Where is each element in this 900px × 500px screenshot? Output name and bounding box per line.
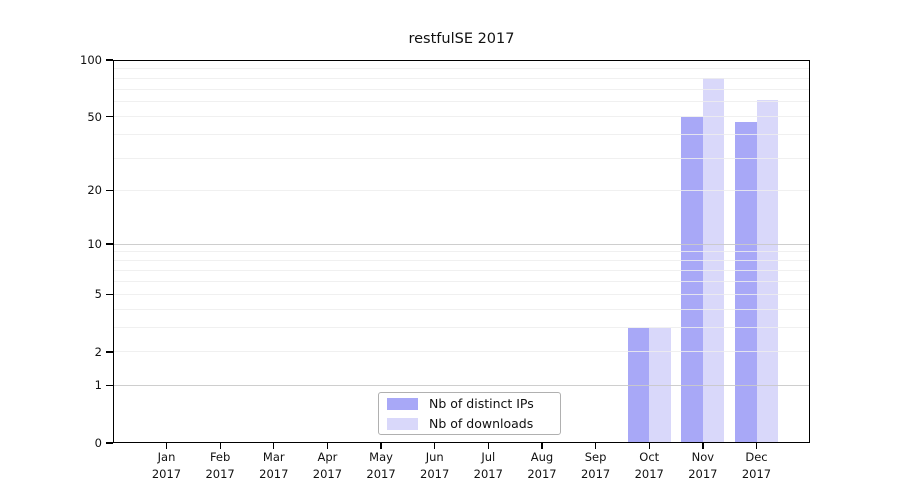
legend-entry-downloads: Nb of downloads <box>379 415 560 432</box>
y-tick-label-0: 0 <box>94 436 102 450</box>
legend-swatch-downloads <box>387 417 418 430</box>
x-tick-mark-feb <box>219 443 221 449</box>
x-tick-year: 2017 <box>259 466 289 481</box>
gridline-minor-9 <box>114 251 809 253</box>
y-tick-mark-20 <box>106 189 113 192</box>
gridline-minor-8 <box>114 260 809 262</box>
x-tick-month: Nov <box>691 450 715 464</box>
x-tick-month: Apr <box>317 450 338 464</box>
x-tick-label-aug: Aug 2017 <box>514 449 570 482</box>
x-tick-month: Feb <box>209 450 231 464</box>
legend-entry-distinct-ips: Nb of distinct IPs <box>379 395 560 412</box>
x-tick-year: 2017 <box>580 466 611 481</box>
y-tick-mark-1 <box>106 384 113 387</box>
gridline-major-10 <box>114 243 809 245</box>
x-tick-mark-oct <box>648 443 650 449</box>
x-tick-month: Oct <box>639 450 660 464</box>
x-tick-month: Jun <box>425 450 444 464</box>
x-tick-mark-jan <box>165 443 168 449</box>
y-tick-label-2: 2 <box>94 344 102 359</box>
x-tick-year: 2017 <box>688 466 718 481</box>
bar-dec-downloads <box>756 100 778 443</box>
gridline-minor-3 <box>114 327 809 329</box>
x-tick-year: 2017 <box>366 466 396 481</box>
y-tick-label-1: 1 <box>94 378 102 393</box>
gridline-minor-60 <box>114 101 809 103</box>
y-tick-mark-50 <box>106 116 113 118</box>
x-tick-label-may: May 2017 <box>353 449 409 482</box>
y-tick-mark-0 <box>106 442 113 444</box>
legend-label-distinct-ips: Nb of distinct IPs <box>429 396 534 411</box>
x-tick-month: May <box>369 450 393 464</box>
gridline-minor-40 <box>114 134 809 136</box>
legend: Nb of distinct IPs Nb of downloads <box>378 392 561 435</box>
gridline-minor-2 <box>114 351 809 353</box>
y-tick-mark-2 <box>106 351 113 353</box>
x-tick-year: 2017 <box>634 466 664 481</box>
gridline-minor-50 <box>114 116 809 118</box>
y-tick-label-5: 5 <box>94 287 102 302</box>
gridline-minor-6 <box>114 281 809 282</box>
x-tick-year: 2017 <box>473 466 503 481</box>
legend-label-downloads: Nb of downloads <box>429 416 534 431</box>
x-tick-year: 2017 <box>205 466 235 481</box>
x-tick-label-jul: Jul 2017 <box>460 449 516 482</box>
x-tick-label-sep: Sep 2017 <box>568 449 624 482</box>
gridline-minor-90 <box>114 68 809 70</box>
plot-border <box>113 60 810 443</box>
x-tick-mark-aug <box>541 443 543 449</box>
y-tick-label-50: 50 <box>87 109 102 124</box>
x-tick-month: Aug <box>530 450 554 464</box>
x-tick-year: 2017 <box>151 466 182 481</box>
x-tick-month: Sep <box>584 450 607 464</box>
legend-swatch-distinct-ips <box>387 397 418 410</box>
x-tick-label-jun: Jun 2017 <box>407 449 463 482</box>
bar-nov-distinct-ips <box>681 116 703 443</box>
y-tick-label-100: 100 <box>80 53 102 67</box>
gridline-minor-5 <box>114 293 809 295</box>
x-tick-year: 2017 <box>420 466 450 481</box>
x-tick-year: 2017 <box>527 466 557 481</box>
gridline-minor-4 <box>114 308 809 310</box>
x-tick-label-feb: Feb 2017 <box>192 449 248 482</box>
y-tick-mark-100 <box>106 59 113 61</box>
x-tick-mark-may <box>380 443 382 449</box>
x-tick-label-apr: Apr 2017 <box>299 449 355 482</box>
gridline-minor-70 <box>114 88 809 90</box>
y-tick-mark-5 <box>106 293 113 295</box>
x-tick-year: 2017 <box>312 466 343 481</box>
x-tick-mark-sep <box>594 443 597 449</box>
y-tick-label-20: 20 <box>87 183 102 198</box>
x-tick-mark-nov <box>702 443 704 449</box>
x-tick-mark-jul <box>487 443 489 449</box>
x-tick-mark-jun <box>434 443 436 449</box>
x-tick-label-oct: Oct 2017 <box>621 449 677 482</box>
x-tick-mark-mar <box>273 443 275 449</box>
bar-dec-distinct-ips <box>735 121 757 443</box>
x-tick-month: Dec <box>745 450 768 464</box>
x-tick-month: Jan <box>157 450 176 464</box>
x-tick-month: Jul <box>481 450 496 464</box>
x-tick-label-jan: Jan 2017 <box>139 449 195 482</box>
gridline-minor-20 <box>114 189 809 191</box>
x-tick-year: 2017 <box>741 466 772 481</box>
gridline-minor-30 <box>114 157 809 159</box>
chart-title: restfulSE 2017 <box>408 31 515 47</box>
gridline-minor-7 <box>114 269 809 271</box>
y-tick-mark-10 <box>106 243 113 245</box>
x-tick-label-mar: Mar 2017 <box>246 449 302 482</box>
x-tick-label-dec: Dec 2017 <box>729 449 785 482</box>
x-tick-mark-dec <box>755 443 758 449</box>
gridline-minor-80 <box>114 77 809 79</box>
x-tick-mark-apr <box>326 443 329 449</box>
y-tick-label-10: 10 <box>87 237 102 251</box>
x-tick-label-nov: Nov 2017 <box>675 449 731 482</box>
gridline-major-1 <box>114 384 809 386</box>
x-tick-month: Mar <box>262 450 285 464</box>
